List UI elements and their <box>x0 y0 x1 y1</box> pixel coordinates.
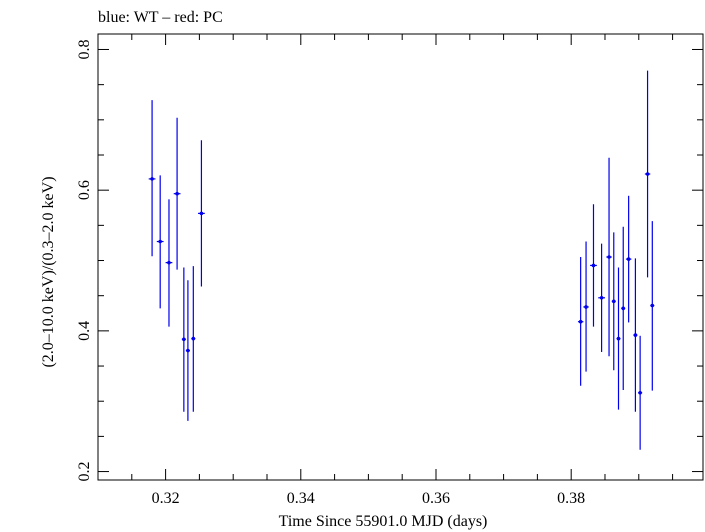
data-point <box>598 243 605 352</box>
point-marker <box>650 303 655 308</box>
point-marker <box>616 336 621 341</box>
data-point <box>148 100 156 257</box>
data-point <box>616 267 621 410</box>
data-point <box>644 70 651 278</box>
point-marker <box>645 172 650 176</box>
point-marker <box>611 299 616 304</box>
plot-frame <box>97 33 704 481</box>
data-point <box>191 266 196 412</box>
point-marker <box>199 211 204 216</box>
point-marker <box>599 296 604 300</box>
point-marker <box>591 263 596 268</box>
y-axis-label: (2.0–10.0 keV)/(0.3–2.0 keV) <box>40 176 57 367</box>
x-tick-label: 0.36 <box>422 490 450 507</box>
y-tick-label: 0.4 <box>76 321 93 341</box>
data-point <box>650 221 655 391</box>
data-point <box>606 157 612 357</box>
y-tick-label: 0.6 <box>76 180 93 200</box>
x-tick-label: 0.32 <box>152 490 180 507</box>
x-axis-label: Time Since 55901.0 MJD (days) <box>279 513 488 530</box>
data-point <box>165 199 173 327</box>
y-tick-label: 0.8 <box>76 39 93 59</box>
point-marker <box>186 348 190 353</box>
point-marker <box>638 390 642 395</box>
data-point <box>621 226 626 390</box>
point-marker <box>182 337 186 342</box>
point-marker <box>175 191 179 196</box>
data-point <box>185 280 190 421</box>
point-marker <box>578 319 583 324</box>
x-tick-label: 0.34 <box>287 490 315 507</box>
data-point <box>198 140 205 287</box>
data-point <box>156 175 164 309</box>
point-marker <box>633 333 638 337</box>
legend-note: blue: WT – red: PC <box>98 9 223 26</box>
data-point <box>577 257 584 386</box>
point-marker <box>621 306 626 311</box>
point-marker <box>191 336 196 341</box>
data-point <box>181 267 186 412</box>
data-points <box>148 70 655 450</box>
point-marker <box>584 305 588 309</box>
point-marker <box>158 239 162 244</box>
data-point <box>583 241 589 372</box>
plot-border <box>97 33 704 481</box>
data-point <box>633 258 638 412</box>
point-marker <box>150 177 154 181</box>
data-point <box>625 195 632 323</box>
axis-ticks: 0.32 0.34 0.36 0.38 0.2 0.4 0.6 0.8 <box>76 34 703 507</box>
data-point <box>173 117 181 270</box>
point-marker <box>626 257 631 261</box>
data-point <box>638 335 643 450</box>
data-point <box>590 204 597 327</box>
point-marker <box>167 260 171 265</box>
point-marker <box>607 255 611 259</box>
x-tick-label: 0.38 <box>557 490 585 507</box>
data-point <box>611 232 616 371</box>
y-tick-label: 0.2 <box>76 462 93 482</box>
